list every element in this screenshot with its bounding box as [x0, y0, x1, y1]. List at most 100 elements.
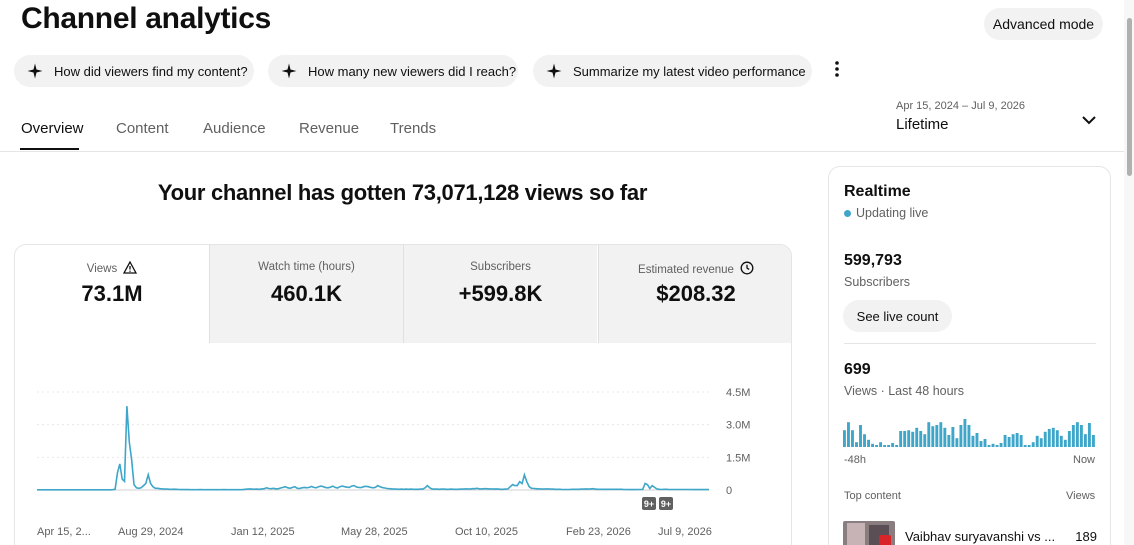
realtime-bar[interactable]	[1059, 435, 1063, 447]
tab-audience[interactable]: Audience	[203, 120, 266, 137]
see-live-count-button[interactable]: See live count	[843, 300, 952, 332]
live-dot-icon	[844, 209, 851, 217]
active-tab-indicator	[20, 148, 79, 150]
realtime-bar[interactable]	[879, 442, 883, 447]
metric-label: Estimated revenue	[638, 263, 734, 276]
realtime-bar[interactable]	[911, 431, 915, 447]
prompt-chip-find-content[interactable]: How did viewers find my content?	[14, 55, 254, 87]
prompt-chip-label: Summarize my latest video performance	[573, 63, 806, 79]
date-range-selector[interactable]: Apr 15, 2024 – Jul 9, 2026 Lifetime	[896, 100, 1025, 133]
realtime-bar[interactable]	[919, 431, 923, 447]
tab-content[interactable]: Content	[116, 120, 169, 137]
prompt-chip-summarize-latest[interactable]: Summarize my latest video performance	[533, 55, 812, 87]
realtime-bar[interactable]	[999, 443, 1003, 447]
x-tick-label: Jan 12, 2025	[231, 526, 295, 538]
tab-overview[interactable]: Overview	[21, 120, 84, 137]
realtime-bar[interactable]	[1015, 433, 1019, 447]
metric-tab-estimated-revenue[interactable]: Estimated revenue $208.32	[598, 245, 791, 343]
realtime-bar[interactable]	[891, 443, 895, 447]
video-marker[interactable]: 9+	[659, 497, 673, 510]
realtime-bar[interactable]	[995, 445, 999, 447]
realtime-bar[interactable]	[983, 439, 987, 447]
realtime-bar[interactable]	[883, 445, 887, 447]
realtime-bar[interactable]	[1083, 434, 1087, 447]
tab-trends[interactable]: Trends	[390, 120, 437, 137]
x-tick-label: Oct 10, 2025	[455, 526, 518, 538]
realtime-bar[interactable]	[1043, 431, 1047, 447]
realtime-bar[interactable]	[1087, 423, 1091, 447]
realtime-bar[interactable]	[1071, 425, 1075, 447]
realtime-bar[interactable]	[907, 430, 911, 447]
realtime-bar[interactable]	[1035, 435, 1039, 447]
chevron-down-icon[interactable]	[1079, 110, 1099, 130]
video-marker[interactable]: 9+	[642, 497, 656, 510]
metric-tab-subscribers[interactable]: Subscribers +599.8K	[403, 245, 597, 343]
realtime-bar[interactable]	[955, 438, 959, 447]
top-content-item[interactable]: Vaibhav suryavanshi vs ... 189	[843, 521, 1097, 545]
realtime-bar[interactable]	[847, 422, 850, 447]
realtime-bar[interactable]	[899, 431, 903, 447]
realtime-bar[interactable]	[863, 434, 866, 447]
clock-icon[interactable]	[740, 261, 754, 278]
realtime-bar[interactable]	[1027, 445, 1031, 447]
x-tick-label: Apr 15, 2...	[37, 526, 91, 538]
page-scrollbar[interactable]	[1124, 0, 1134, 545]
realtime-views-label: Views · Last 48 hours	[844, 384, 964, 398]
realtime-subscribers-label: Subscribers	[844, 275, 910, 289]
realtime-bar[interactable]	[1031, 442, 1035, 447]
realtime-bar[interactable]	[1003, 435, 1007, 447]
realtime-bar[interactable]	[927, 422, 931, 447]
realtime-bar[interactable]	[855, 442, 858, 447]
realtime-bar[interactable]	[1023, 445, 1027, 447]
realtime-bar[interactable]	[1067, 431, 1071, 447]
realtime-bar[interactable]	[951, 427, 955, 447]
scrollbar-thumb[interactable]	[1127, 18, 1132, 176]
metric-tab-watch-time[interactable]: Watch time (hours) 460.1K	[209, 245, 403, 343]
prompt-chip-new-viewers[interactable]: How many new viewers did I reach?	[268, 55, 518, 87]
views-series-line[interactable]	[37, 406, 709, 491]
realtime-bar[interactable]	[1055, 430, 1059, 447]
realtime-bar[interactable]	[875, 445, 879, 447]
realtime-bar[interactable]	[1011, 434, 1015, 447]
realtime-bar[interactable]	[851, 430, 854, 447]
realtime-bar[interactable]	[979, 441, 983, 447]
realtime-bar[interactable]	[959, 425, 963, 447]
realtime-bar[interactable]	[1079, 425, 1083, 447]
realtime-bar[interactable]	[1007, 437, 1011, 447]
realtime-bar[interactable]	[963, 419, 967, 447]
realtime-bar[interactable]	[867, 439, 870, 447]
realtime-bar[interactable]	[931, 426, 935, 447]
tab-revenue[interactable]: Revenue	[299, 120, 360, 137]
realtime-bar[interactable]	[887, 445, 891, 447]
top-content-views-header: Views	[1066, 490, 1096, 502]
realtime-bar[interactable]	[991, 443, 995, 447]
realtime-bar[interactable]	[1075, 422, 1079, 447]
realtime-bar[interactable]	[923, 434, 927, 447]
realtime-axis-end: Now	[1073, 454, 1096, 466]
realtime-bar[interactable]	[1039, 438, 1043, 447]
more-options-icon[interactable]	[826, 58, 848, 80]
realtime-bar[interactable]	[971, 435, 975, 447]
realtime-bar[interactable]	[947, 435, 951, 447]
realtime-bar[interactable]	[967, 425, 971, 447]
advanced-mode-button[interactable]: Advanced mode	[984, 8, 1103, 40]
realtime-bar[interactable]	[939, 422, 943, 447]
realtime-bar[interactable]	[987, 445, 991, 447]
realtime-bar[interactable]	[975, 433, 979, 447]
realtime-bar[interactable]	[871, 443, 874, 447]
realtime-bar[interactable]	[1091, 435, 1095, 447]
realtime-bar[interactable]	[943, 427, 947, 447]
realtime-bar[interactable]	[1051, 427, 1055, 447]
warning-icon[interactable]	[123, 260, 138, 277]
realtime-bar[interactable]	[1047, 429, 1051, 447]
realtime-bar[interactable]	[1063, 439, 1067, 447]
realtime-bar[interactable]	[859, 425, 862, 447]
realtime-bar[interactable]	[935, 425, 939, 447]
realtime-bar[interactable]	[1019, 435, 1023, 447]
realtime-axis-start: -48h	[844, 454, 867, 466]
realtime-bar[interactable]	[895, 445, 899, 447]
realtime-bar[interactable]	[903, 431, 907, 447]
realtime-bar[interactable]	[843, 430, 846, 447]
realtime-bar[interactable]	[915, 427, 919, 447]
metric-tab-views[interactable]: Views 73.1M	[15, 245, 209, 343]
